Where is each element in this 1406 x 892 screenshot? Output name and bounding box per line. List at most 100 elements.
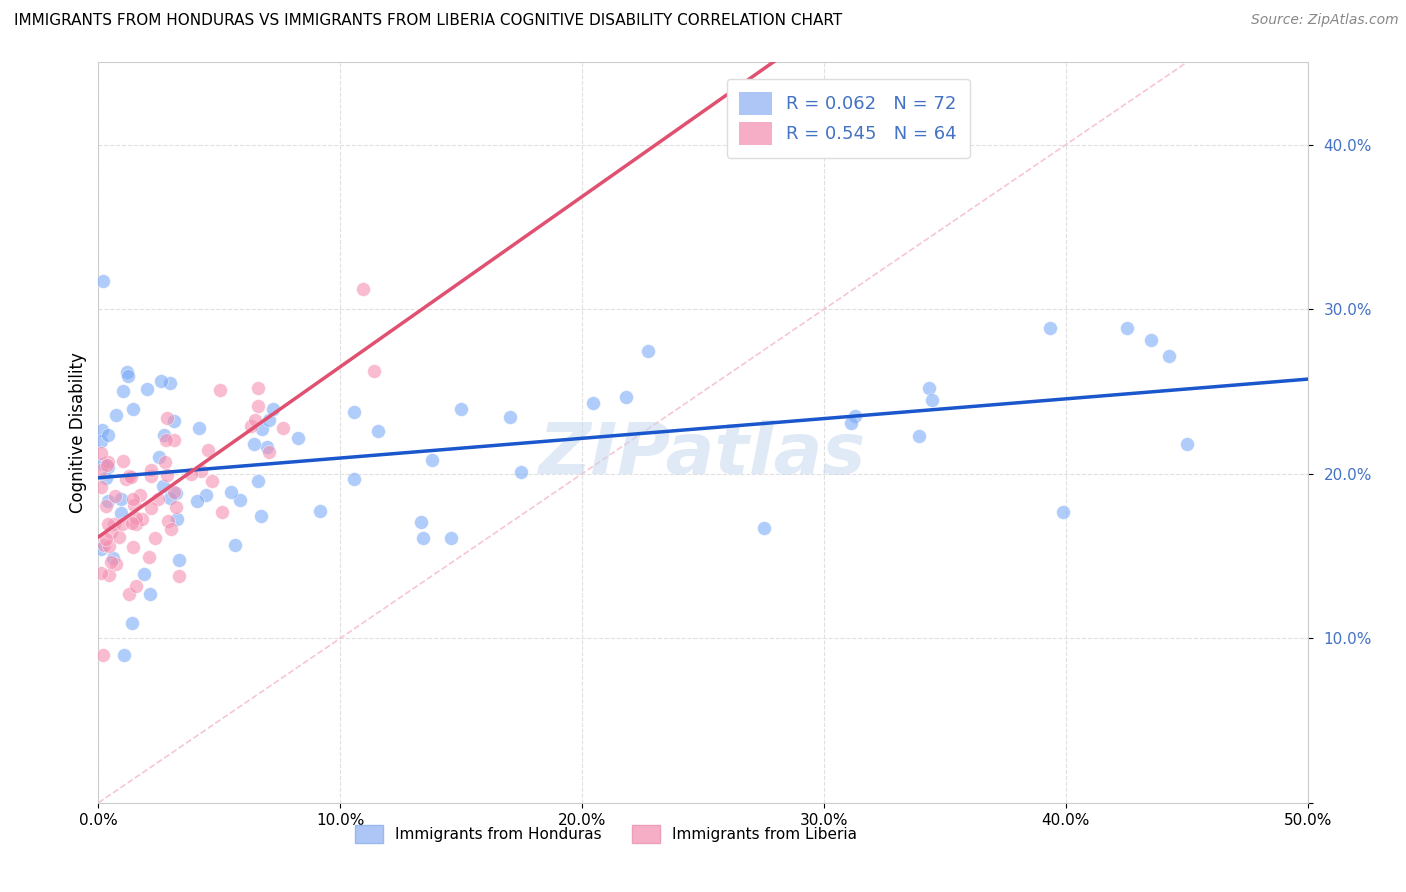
Point <box>243 413 266 427</box>
Point <box>246 399 269 413</box>
Point <box>249 508 271 523</box>
Point <box>363 364 385 378</box>
Point <box>121 402 143 417</box>
Point <box>252 422 274 436</box>
Point <box>125 516 148 531</box>
Point <box>90 445 112 459</box>
Point <box>367 424 389 438</box>
Point <box>93 538 115 552</box>
Point <box>420 453 443 467</box>
Point <box>90 423 112 437</box>
Point <box>134 567 156 582</box>
Point <box>921 393 943 408</box>
Point <box>343 405 366 419</box>
Point <box>163 484 186 499</box>
Point <box>115 365 138 379</box>
Point <box>90 480 112 494</box>
Point <box>190 465 212 479</box>
Point <box>111 516 134 531</box>
Point <box>90 434 112 449</box>
Point <box>195 488 218 502</box>
Point <box>165 485 187 500</box>
Point <box>103 551 125 566</box>
Point <box>287 431 309 445</box>
Point <box>614 390 637 404</box>
Point <box>125 511 148 525</box>
Point <box>209 383 232 397</box>
Point <box>91 457 114 471</box>
Point <box>97 460 120 475</box>
Point <box>118 587 141 601</box>
Point <box>103 516 125 531</box>
Point <box>308 503 330 517</box>
Point <box>411 515 433 529</box>
Point <box>111 384 134 398</box>
Point <box>152 479 174 493</box>
Point <box>156 411 179 425</box>
Point <box>201 474 224 488</box>
Point <box>136 382 159 396</box>
Point <box>257 444 280 458</box>
Point <box>256 440 278 454</box>
Point <box>1139 333 1161 347</box>
Point <box>94 500 117 514</box>
Point <box>1052 505 1074 519</box>
Text: ZIPatlas: ZIPatlas <box>540 420 866 490</box>
Point <box>129 488 152 502</box>
Point <box>839 416 862 430</box>
Point <box>1177 437 1199 451</box>
Point <box>187 420 209 434</box>
Point <box>450 401 472 416</box>
Point <box>153 428 176 442</box>
Point <box>114 471 136 485</box>
Point <box>108 530 131 544</box>
Point <box>96 458 118 473</box>
Point <box>98 540 121 554</box>
Point <box>273 420 295 434</box>
Point <box>440 531 463 545</box>
Point <box>131 512 153 526</box>
Point <box>156 468 179 483</box>
Point <box>243 437 266 451</box>
Point <box>918 381 941 395</box>
Point <box>141 469 163 483</box>
Point <box>148 450 170 465</box>
Text: Source: ZipAtlas.com: Source: ZipAtlas.com <box>1251 13 1399 28</box>
Point <box>100 525 122 540</box>
Point <box>97 567 120 582</box>
Point <box>1159 349 1181 363</box>
Point <box>197 443 219 458</box>
Point <box>153 455 176 469</box>
Point <box>159 376 181 391</box>
Point <box>148 492 170 507</box>
Point <box>165 500 187 514</box>
Point <box>509 465 531 479</box>
Point <box>138 550 160 565</box>
Text: IMMIGRANTS FROM HONDURAS VS IMMIGRANTS FROM LIBERIA COGNITIVE DISABILITY CORRELA: IMMIGRANTS FROM HONDURAS VS IMMIGRANTS F… <box>14 13 842 29</box>
Point <box>352 282 374 296</box>
Point <box>118 468 141 483</box>
Point <box>163 414 186 428</box>
Point <box>186 494 208 508</box>
Point <box>262 401 284 416</box>
Point <box>166 512 188 526</box>
Point <box>122 541 145 555</box>
Point <box>91 275 114 289</box>
Point <box>159 491 181 505</box>
Point <box>167 569 190 583</box>
Point <box>229 493 252 508</box>
Point <box>219 485 242 500</box>
Point <box>120 470 142 484</box>
Point <box>1116 321 1139 335</box>
Point <box>247 474 270 488</box>
Point <box>91 648 114 662</box>
Point <box>124 498 146 512</box>
Point <box>122 492 145 507</box>
Point <box>211 505 233 519</box>
Point <box>141 462 163 476</box>
Point <box>752 521 775 535</box>
Point <box>1039 321 1062 335</box>
Point <box>94 532 117 546</box>
Point <box>125 579 148 593</box>
Point <box>167 553 190 567</box>
